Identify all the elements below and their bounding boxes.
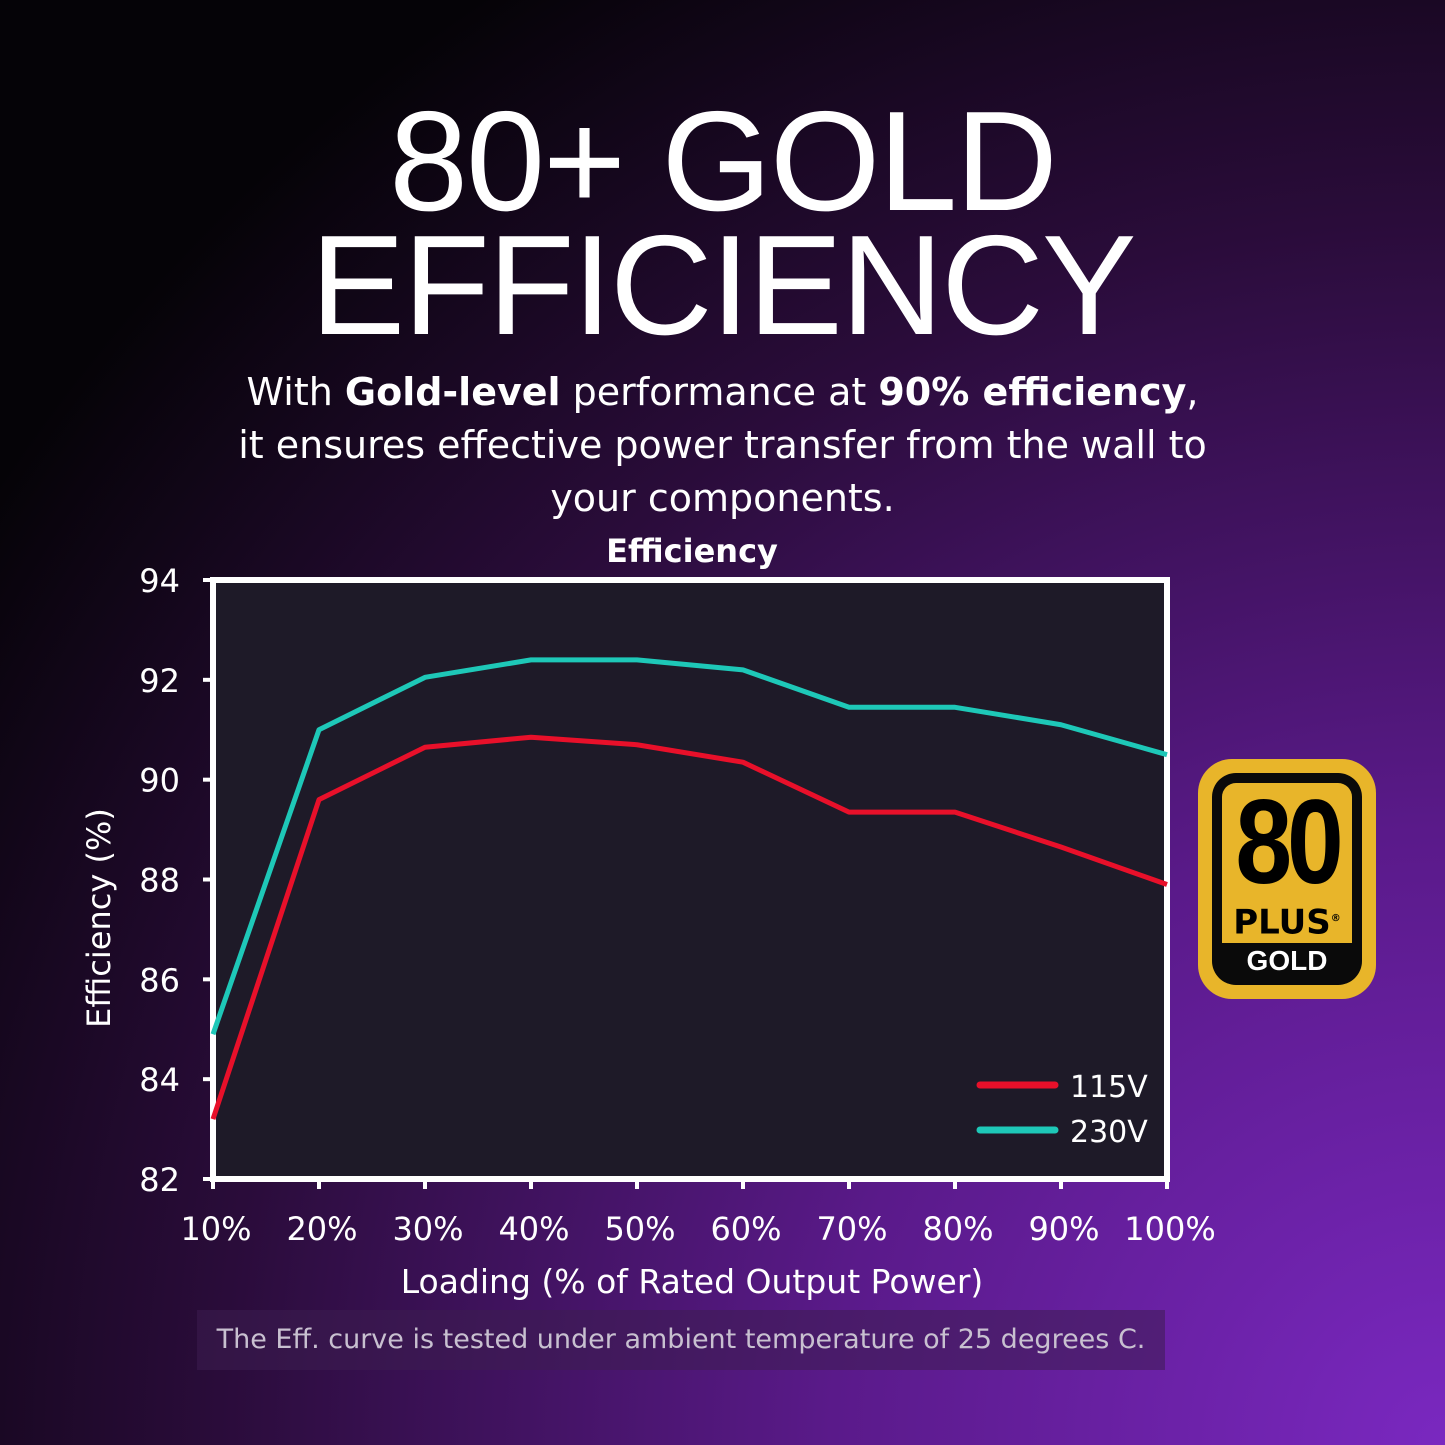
sub-bold: 90% efficiency <box>878 370 1187 414</box>
series-line-230V <box>210 657 1168 1036</box>
test-note: The Eff. curve is tested under ambient t… <box>197 1310 1165 1370</box>
sub-text: , <box>1186 370 1199 414</box>
y-tick-label: 86 <box>139 961 180 999</box>
x-axis-label: Loading (% of Rated Output Power) <box>401 1262 984 1301</box>
y-tick-label: 84 <box>139 1061 180 1099</box>
sub-line2: it ensures effective power transfer from… <box>238 423 1207 467</box>
sub-text: With <box>246 370 345 414</box>
badge-number: 80 <box>1235 775 1343 909</box>
series-line-115V <box>210 734 1168 1120</box>
sub-line3: your components. <box>550 476 895 520</box>
y-tick-label: 82 <box>139 1161 180 1199</box>
badge-reg: ® <box>1330 913 1341 924</box>
x-tick-label: 100% <box>1124 1210 1215 1248</box>
x-tick-label: 50% <box>604 1210 675 1248</box>
y-axis-label: Efficiency (%) <box>80 808 118 1028</box>
x-tick-label: 70% <box>816 1210 887 1248</box>
y-tick-label: 94 <box>139 562 180 600</box>
x-tick-label: 90% <box>1028 1210 1099 1248</box>
80-plus-gold-badge: 80 PLUS® GOLD <box>1198 759 1376 999</box>
headline-line2: EFFICIENCY <box>310 206 1136 365</box>
x-tick-label: 80% <box>922 1210 993 1248</box>
y-tick-label: 92 <box>139 662 180 700</box>
chart-title: Efficiency <box>606 532 778 570</box>
sub-text: performance at <box>560 370 879 414</box>
badge-tier: GOLD <box>1246 945 1328 976</box>
legend-label-230V: 230V <box>1070 1115 1148 1150</box>
headline-line1: 80+ GOLD <box>389 82 1058 241</box>
x-tick-label: 10% <box>180 1210 251 1248</box>
y-tick-label: 90 <box>139 762 180 800</box>
x-tick-label: 20% <box>286 1210 357 1248</box>
legend-label-115V: 115V <box>1070 1070 1148 1105</box>
x-tick-label: 40% <box>498 1210 569 1248</box>
subtitle: With Gold-level performance at 90% effic… <box>0 366 1445 525</box>
x-tick-label: 60% <box>710 1210 781 1248</box>
sub-bold: Gold-level <box>344 370 561 414</box>
plot-area <box>210 577 1170 1182</box>
badge-plus: PLUS <box>1233 902 1331 943</box>
y-tick-label: 88 <box>139 862 180 900</box>
x-tick-label: 30% <box>392 1210 463 1248</box>
headline: 80+ GOLD EFFICIENCY <box>0 82 1445 365</box>
